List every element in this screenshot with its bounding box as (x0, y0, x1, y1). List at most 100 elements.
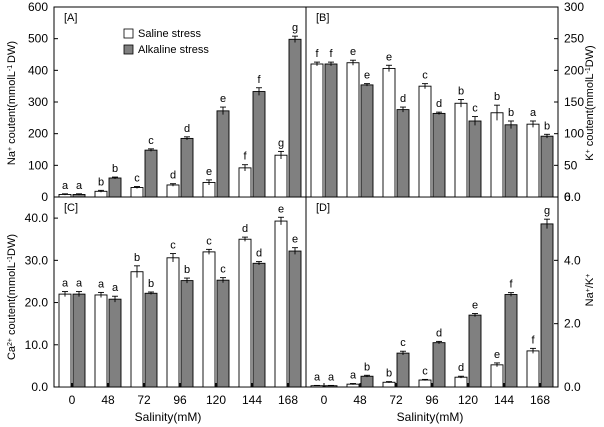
legend: Saline stress Alkaline stress (123, 28, 209, 56)
bar-d-saline (382, 381, 396, 388)
x-tick-label-d: 120 (458, 393, 478, 407)
bar-d-alkaline (432, 342, 446, 388)
y-axis-title-c: Ca2+ coutent(mmolL-1DW) (6, 234, 18, 360)
bar-d-alkaline (504, 294, 518, 388)
y-axis-title-a: Na+ coutent(mmolL-1 DW) (6, 41, 18, 165)
legend-alkaline-label: Alkaline stress (138, 44, 209, 56)
y-tick-label-b: 50 (564, 158, 578, 172)
y-axis-title-b: K+ coutent(mmolL-1DW) (584, 45, 596, 160)
panel-frames (53, 6, 559, 388)
bar-a-alkaline (180, 137, 194, 198)
bar-c-alkaline (180, 280, 194, 388)
y-tick-label-b: 300 (564, 0, 584, 14)
significance-letter-c: e (278, 203, 284, 215)
bar-c-alkaline (288, 250, 302, 388)
x-tick-label-c: 48 (101, 393, 115, 407)
significance-letter-c: b (134, 252, 140, 264)
significance-letter-a: f (243, 151, 247, 163)
significance-letter-d: e (494, 349, 500, 361)
significance-letter-c: c (220, 264, 226, 276)
y-tick-label-c: 40.0 (25, 211, 49, 225)
significance-letter-c: a (98, 278, 105, 290)
significance-letter-b: c (472, 103, 478, 115)
bar-b-saline (490, 112, 504, 198)
bar-d-saline (454, 376, 468, 388)
bar-c-alkaline (252, 262, 266, 388)
x-tick-label-d: 168 (530, 393, 550, 407)
significance-letter-a: a (76, 180, 83, 192)
significance-letter-c: b (148, 278, 154, 290)
significance-letter-d: a (328, 371, 335, 383)
x-tick-label-c: 96 (173, 393, 187, 407)
x-tick-label-d: 96 (425, 393, 439, 407)
x-tick-label-c: 72 (137, 393, 151, 407)
bar-c-alkaline (72, 293, 86, 388)
bar-b-alkaline (360, 84, 374, 198)
significance-letter-c: a (76, 278, 83, 290)
bar-b-alkaline (432, 112, 446, 198)
significance-letter-b: b (508, 107, 514, 119)
significance-letter-a: d (184, 123, 190, 135)
bar-d-alkaline (540, 223, 554, 388)
y-tick-label-a: 100 (28, 158, 48, 172)
significance-letter-b: f (329, 48, 333, 60)
bar-d-saline (526, 350, 540, 388)
y-tick-label-c: 10.0 (25, 338, 49, 352)
significance-letter-a: b (98, 176, 104, 188)
bar-d-alkaline (360, 375, 374, 388)
significance-letter-d: f (509, 279, 513, 291)
bars (58, 35, 554, 388)
significance-letter-c: a (112, 282, 119, 294)
panel-label-a: [A] (64, 12, 77, 24)
significance-letter-a: b (112, 163, 118, 175)
bar-b-saline (418, 85, 432, 198)
bar-a-saline (166, 184, 180, 198)
y-tick-label-a: 500 (28, 32, 48, 46)
significance-letter-d: b (386, 368, 392, 380)
y-tick-label-d: 6.0 (564, 190, 581, 204)
bar-b-saline (382, 67, 396, 198)
bar-b-saline (346, 62, 360, 198)
significance-letter-a: e (206, 166, 212, 178)
bar-c-alkaline (144, 292, 158, 388)
x-tick-label-c: 144 (242, 393, 262, 407)
significance-letter-c: c (170, 240, 176, 252)
bar-b-alkaline (540, 135, 554, 198)
significance-letter-c: d (256, 248, 262, 260)
significance-letter-c: a (62, 278, 69, 290)
significance-letter-b: e (350, 46, 356, 58)
panel-frame-b (305, 6, 559, 198)
bar-a-saline (238, 167, 252, 198)
significance-letter-d: c (400, 337, 406, 349)
significance-letter-a: g (292, 22, 298, 34)
significance-letter-d: d (458, 362, 464, 374)
bar-a-alkaline (216, 110, 230, 198)
significance-letter-a: a (62, 180, 69, 192)
x-tick-label-c: 168 (278, 393, 298, 407)
significance-letter-d: a (314, 371, 321, 383)
y-tick-label-a: 0 (41, 190, 48, 204)
bar-d-alkaline (396, 352, 410, 388)
significance-letter-b: b (544, 120, 550, 132)
bar-a-alkaline (288, 38, 302, 198)
significance-letter-d: b (364, 361, 370, 373)
y-tick-label-b: 100 (564, 127, 584, 141)
significance-letter-a: c (148, 135, 154, 147)
x-tick-label-d: 144 (494, 393, 514, 407)
legend-saline-label: Saline stress (138, 28, 201, 40)
x-tick-label-c: 0 (69, 393, 76, 407)
significance-letter-b: e (386, 51, 392, 63)
bar-a-alkaline (144, 149, 158, 198)
y-tick-label-c: 0.0 (31, 380, 48, 394)
bar-b-saline (310, 63, 324, 198)
bar-c-saline (274, 220, 288, 388)
bar-c-saline (130, 271, 144, 388)
bar-b-alkaline (468, 120, 482, 198)
bar-b-saline (454, 102, 468, 198)
significance-letter-b: e (364, 70, 370, 82)
panel-label-b: [B] (316, 12, 329, 24)
significance-letter-d: f (531, 334, 535, 346)
panel-label-d: [D] (316, 202, 330, 214)
x-tick-label-d: 48 (353, 393, 367, 407)
